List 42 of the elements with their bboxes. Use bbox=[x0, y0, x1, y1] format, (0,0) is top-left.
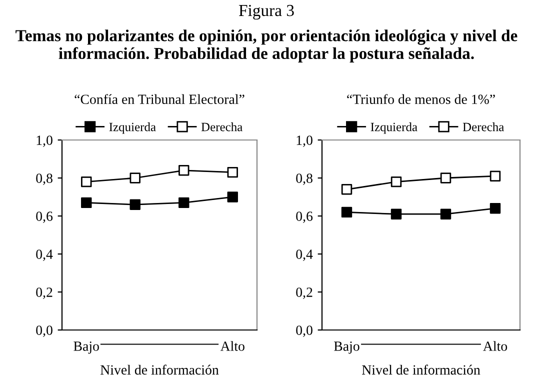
chart-title: “Triunfo de menos de 1%” bbox=[347, 94, 495, 104]
y-tick-label: 0,8 bbox=[36, 174, 52, 185]
point bbox=[81, 176, 92, 188]
point bbox=[130, 199, 140, 210]
point bbox=[490, 203, 501, 214]
point bbox=[490, 170, 501, 182]
chart-title: “Confía en Tribunal Electoral” bbox=[74, 94, 244, 104]
point bbox=[178, 165, 190, 176]
x-tick-label: Bajo bbox=[74, 342, 99, 354]
point bbox=[390, 208, 402, 220]
point bbox=[81, 197, 92, 208]
point bbox=[227, 166, 238, 178]
y-tick-label: 1,0 bbox=[296, 136, 312, 147]
y-tick-label: 0,4 bbox=[296, 250, 313, 261]
text: Figura 3 bbox=[238, 4, 294, 20]
x-tick-label: Bajo bbox=[334, 342, 360, 354]
y-tick-label: 0,4 bbox=[36, 250, 53, 261]
text: Temas no polarizantes de opinión, por orientación ideológica y nivel de información. Probabilidad de adoptar la postura señalada. bbox=[16, 30, 518, 62]
x-axis-title: Nivel de información bbox=[100, 364, 219, 375]
x-tick-label: Alto bbox=[483, 341, 508, 351]
y-tick-label: 0,0 bbox=[36, 326, 52, 337]
y-tick-label: 0,2 bbox=[36, 288, 52, 299]
point bbox=[440, 208, 452, 220]
point bbox=[130, 172, 140, 184]
point bbox=[341, 184, 352, 195]
x-axis-title: Nivel de información bbox=[362, 364, 480, 375]
y-tick-label: 0,6 bbox=[296, 212, 313, 223]
y-tick-label: 1,0 bbox=[36, 136, 52, 147]
legend-label: Derecha bbox=[462, 122, 504, 132]
legend-label: Izquierda bbox=[109, 122, 156, 134]
point bbox=[341, 206, 352, 218]
y-tick-label: 0,2 bbox=[296, 288, 312, 299]
point bbox=[178, 197, 190, 208]
point bbox=[390, 176, 402, 188]
y-tick-label: 0,8 bbox=[296, 174, 312, 185]
y-tick-label: 0,0 bbox=[296, 326, 312, 337]
x-tick-label: Alto bbox=[220, 341, 244, 351]
legend-label: Derecha bbox=[201, 122, 242, 132]
point bbox=[227, 192, 238, 202]
point bbox=[440, 172, 452, 184]
legend-label: Izquierda bbox=[370, 122, 418, 134]
y-tick-label: 0,6 bbox=[36, 212, 53, 223]
